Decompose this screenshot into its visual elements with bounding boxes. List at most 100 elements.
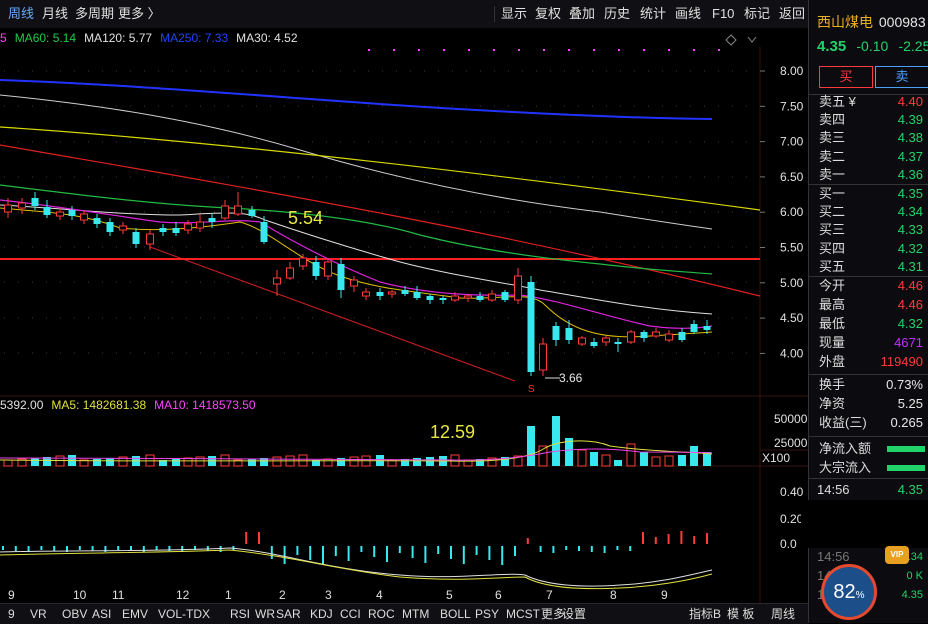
stock-header: 西山煤电 000983 [817,12,926,32]
indicator-tab[interactable]: EMV [122,607,149,621]
signal-dot [618,49,620,51]
volume-annotation: 12.59 [430,422,475,442]
indicator-tab[interactable]: WR [255,607,275,621]
draw-line-button[interactable]: 画线 [675,6,702,21]
indicator-tab[interactable]: 设置 [562,607,587,621]
buy-button[interactable]: 买 [819,66,873,88]
price-axis-label: 5.50 [780,241,804,255]
indicator-tab[interactable]: 9 [8,607,15,621]
volume-bar [413,458,421,466]
tick-time: 14:56 [817,482,850,497]
tab-more[interactable]: 更多 〉 [118,6,161,21]
sell-level-value: 4.36 [897,166,923,182]
trend-line-red-lower [149,246,516,382]
signal-dot [418,49,420,51]
fundamental-label: 净资 [819,396,846,411]
statistics-button[interactable]: 统计 [640,6,667,21]
candle-body [578,337,586,345]
indicator-tab[interactable]: ROC [368,607,395,621]
indicator-tab[interactable]: 更多 [541,607,566,621]
overlay-button[interactable]: 叠加 [569,6,596,21]
indicator-tab[interactable]: PSY [475,607,500,621]
sell-level-label: 卖一 [819,166,846,182]
mark-button[interactable]: 标记 [744,6,771,21]
indicator-b-button[interactable]: 指标B [689,607,722,621]
volume-legend-item: MA5: 1482681.38 [51,398,147,412]
volume-bar [590,452,598,466]
signal-dots [368,49,720,51]
ma-legend-item: 5 [0,31,7,45]
period-button[interactable]: 周线 [771,607,796,621]
template-button[interactable]: 模 板 [727,607,755,621]
fundamental-label: 换手 [819,377,846,392]
f10-button[interactable]: F10 [712,6,735,21]
buy-level-value: 4.31 [897,258,923,274]
candle-body [640,332,648,338]
candle-body [439,298,447,300]
indicator-tab[interactable]: MTM [402,607,430,621]
history-button[interactable]: 历史 [604,6,631,21]
diamond-icon[interactable] [725,34,737,46]
candle-body [703,326,711,330]
speed-gauge[interactable]: 82% [821,564,877,620]
candle-body [565,328,573,340]
back-button[interactable]: 返回 [779,6,806,21]
month-label: 5 [446,588,453,602]
candle-body [196,221,204,229]
candle-body [337,264,345,290]
indicator-tab[interactable]: OBV [62,607,88,621]
tab-monthly[interactable]: 月线 [42,6,69,21]
volume-bar [626,443,636,467]
candle-body [362,291,370,297]
tick-row: 14:56 4.35 [809,481,928,499]
indicator-tab[interactable]: KDJ [310,607,333,621]
candlesticks [4,192,711,376]
sell-level-label: 卖五 ¥ [819,94,856,109]
chart-background [0,28,808,603]
indicator-tab[interactable]: SAR [276,607,301,621]
flow-row: 大宗流入 [809,459,928,477]
kline-chart[interactable]: 5.54 3.66 S 12.59 8.00 7.50 7.00 6.50 6.00 5.… [0,28,808,603]
indicator-tab[interactable]: MCST [506,607,540,621]
stat-value: 4.46 [897,278,923,293]
ma250-line [0,79,713,120]
macd-axis-label: 0.20 [780,512,804,526]
indicator-tab[interactable]: VR [30,607,47,621]
candle-body [488,293,496,301]
candle-body [451,295,459,301]
volume-bar [106,458,114,466]
tab-multi-period[interactable]: 多周期 [75,6,115,21]
indicator-tab[interactable]: VOL-TDX [158,607,211,621]
buy-level-value: 4.35 [897,186,923,201]
volume-bar [426,457,434,466]
indicator-tab[interactable]: CCI [340,607,361,621]
indicator-tab[interactable]: RSI [230,607,251,621]
ma60-line [0,184,713,275]
candle-body [627,331,635,343]
volume-bar [401,459,409,466]
candle-body [4,204,12,213]
price-axis-label: 6.50 [780,170,804,184]
signal-dot [493,49,495,51]
month-label: 2 [279,588,286,602]
indicator-tab[interactable]: BOLL [440,607,471,621]
signal-dot [643,49,645,51]
month-label: 1 [225,588,232,602]
adjust-button[interactable]: 复权 [535,6,562,21]
chevron-down-icon[interactable] [747,36,757,43]
vip-badge[interactable]: VIP [885,546,909,564]
fundamental: 收益(三) 0.265 [809,414,928,432]
candle-body [690,324,698,332]
sell-button[interactable]: 卖 [875,66,928,88]
buy-level-label: 买五 [819,258,846,274]
candle-body [552,326,560,340]
display-button[interactable]: 显示 [501,6,528,21]
stat: 现量 4671 [809,334,928,352]
tab-weekly[interactable]: 周线 [8,6,35,21]
ma-legend-item: MA250: 7.33 [160,31,229,45]
candle-body [286,267,294,279]
month-label: 11 [112,588,125,602]
price-axis: 8.00 7.50 7.00 6.50 6.00 5.50 5.00 4.50 4.00 [760,64,804,360]
sell-level: 卖二 4.37 [809,148,928,166]
indicator-tab[interactable]: ASI [92,607,112,621]
